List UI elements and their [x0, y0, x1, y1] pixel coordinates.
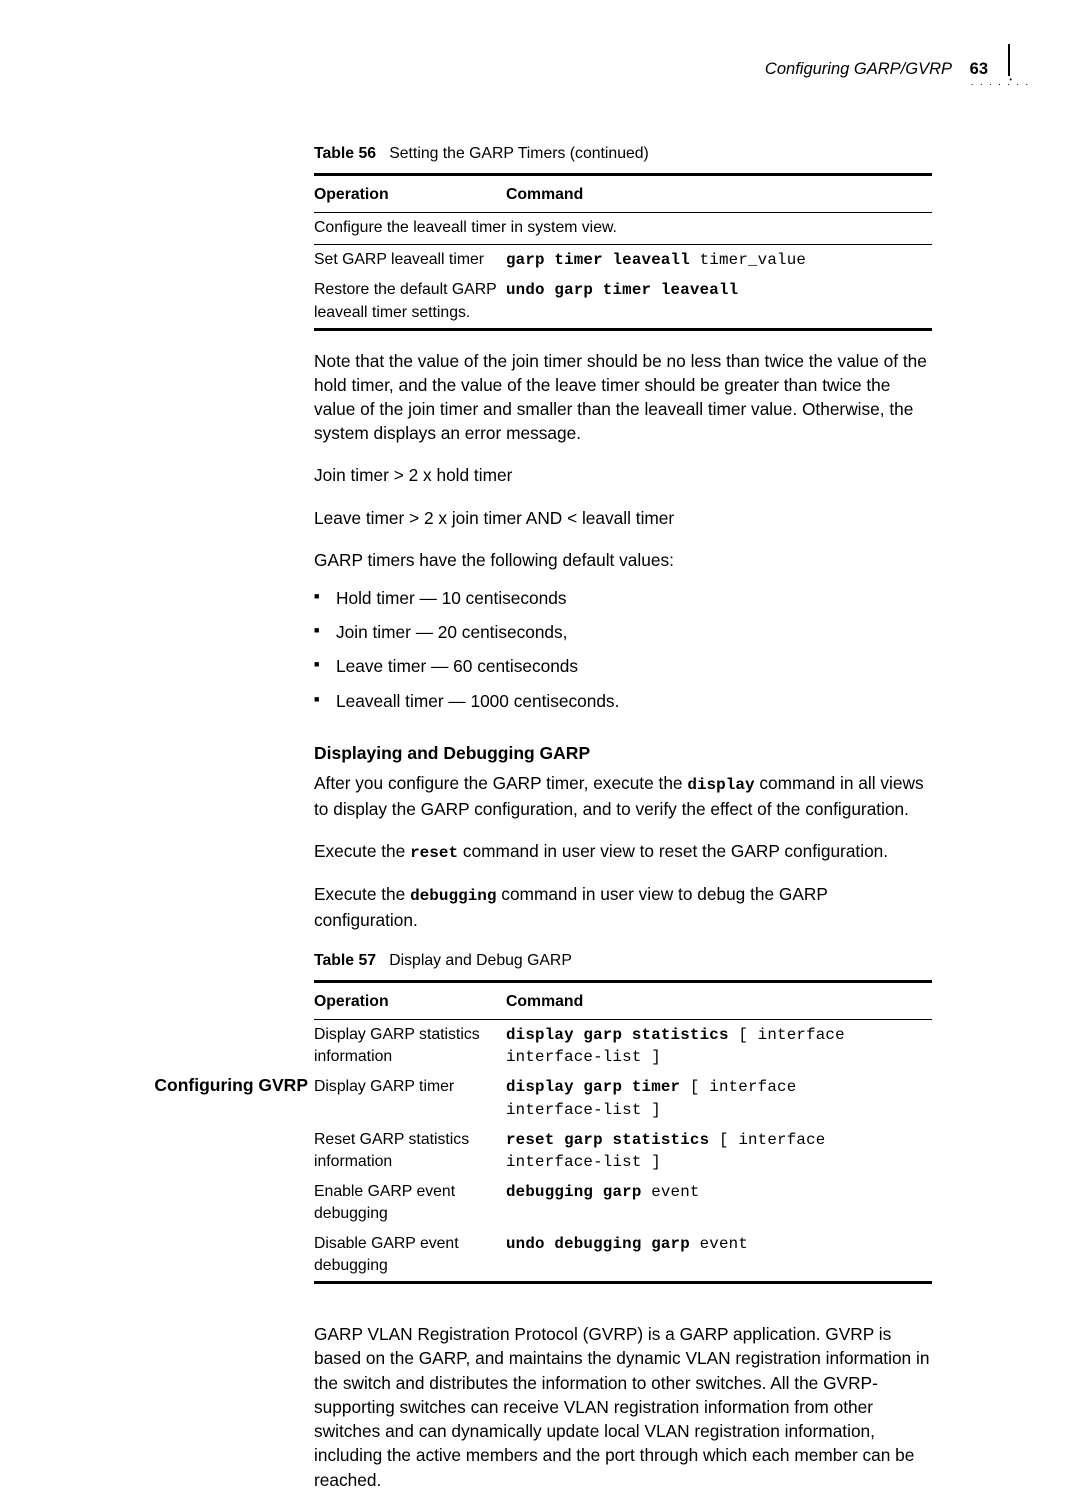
header-section-title: Configuring GARP/GVRP [765, 58, 952, 81]
table57-caption-text: Display and Debug GARP [389, 952, 572, 969]
ddg-p2: Execute the reset command in user view t… [314, 839, 932, 864]
table-row: Display GARP timer display garp timer [ … [314, 1072, 932, 1124]
cmd-bold: undo garp timer leaveall [506, 281, 738, 299]
mono: display [687, 776, 754, 794]
table-row: Restore the default GARP leaveall timer … [314, 275, 932, 329]
text: Execute the [314, 884, 410, 904]
cmd-arg: event [690, 1235, 748, 1253]
cmd-bold: display garp statistics [506, 1026, 729, 1044]
table-row: Disable GARP event debugging undo debugg… [314, 1229, 932, 1283]
table57-label: Table 57 [314, 952, 376, 969]
text: Execute the [314, 841, 410, 861]
cmd-arg: [ interface [709, 1131, 825, 1149]
page-header: Configuring GARP/GVRP 63 • · · · · · · · [0, 58, 1080, 88]
table57: Operation Command Display GARP statistic… [314, 980, 932, 1284]
table56-r1-cmd: garp timer leaveall timer_value [506, 245, 932, 276]
op: Display GARP timer [314, 1072, 506, 1124]
list-item: Hold timer — 10 centiseconds [314, 586, 932, 610]
defaults-list: Hold timer — 10 centiseconds Join timer … [314, 586, 932, 713]
table57-col2: Command [506, 982, 932, 1020]
leave-timer-line: Leave timer > 2 x join timer AND < leava… [314, 506, 932, 530]
join-timer-line: Join timer > 2 x hold timer [314, 463, 932, 487]
cmd-bold: reset garp statistics [506, 1131, 709, 1149]
op: Disable GARP event debugging [314, 1229, 506, 1283]
table56-caption: Table 56 Setting the GARP Timers (contin… [314, 143, 932, 165]
table56-col1: Operation [314, 175, 506, 213]
table-row: Reset GARP statistics information reset … [314, 1125, 932, 1177]
list-item: Leaveall timer — 1000 centiseconds. [314, 689, 932, 713]
table56-section: Configure the leaveall timer in system v… [314, 213, 932, 245]
table56-r2-op: Restore the default GARP leaveall timer … [314, 275, 506, 329]
list-item: Join timer — 20 centiseconds, [314, 620, 932, 644]
cmd: debugging garp event [506, 1177, 932, 1229]
cmd: undo debugging garp event [506, 1229, 932, 1283]
cmd: display garp statistics [ interface inter… [506, 1020, 932, 1073]
cmd-bold: garp timer leaveall [506, 251, 690, 269]
cmd: display garp timer [ interface interface-… [506, 1072, 932, 1124]
text: After you configure the GARP timer, exec… [314, 773, 687, 793]
cmd-arg: [ interface [680, 1078, 796, 1096]
table56-r2-cmd: undo garp timer leaveall [506, 275, 932, 329]
cmd: reset garp statistics [ interface interfa… [506, 1125, 932, 1177]
text: command in user view to reset the GARP c… [458, 841, 888, 861]
cmd-arg: timer_value [690, 251, 806, 269]
cmd-arg: event [642, 1183, 700, 1201]
op: Display GARP statistics information [314, 1020, 506, 1073]
cmd-bold: undo debugging garp [506, 1235, 690, 1253]
cmd-arg: interface-list ] [506, 1101, 661, 1119]
table56: Operation Command Configure the leaveall… [314, 173, 932, 331]
cmd-arg: interface-list ] [506, 1153, 661, 1171]
gvrp-para: GARP VLAN Registration Protocol (GVRP) i… [314, 1322, 932, 1491]
mono: reset [410, 844, 458, 862]
table56-r1-op: Set GARP leaveall timer [314, 245, 506, 276]
table56-col2: Command [506, 175, 932, 213]
table-row: Set GARP leaveall timer garp timer leave… [314, 245, 932, 276]
table57-caption: Table 57 Display and Debug GARP [314, 950, 932, 972]
op: Enable GARP event debugging [314, 1177, 506, 1229]
header-rule [1008, 44, 1010, 76]
defaults-intro: GARP timers have the following default v… [314, 548, 932, 572]
table56-section-row: Configure the leaveall timer in system v… [314, 213, 932, 245]
table56-label: Table 56 [314, 145, 376, 162]
gvrp-section-label: Configuring GVRP [48, 1073, 308, 1098]
table56-caption-text: Setting the GARP Timers (continued) [389, 145, 649, 162]
ddg-p3: Execute the debugging command in user vi… [314, 882, 932, 932]
cmd-bold: debugging garp [506, 1183, 642, 1201]
cmd-arg: interface-list ] [506, 1048, 661, 1066]
list-item: Leave timer — 60 centiseconds [314, 654, 932, 678]
op: Reset GARP statistics information [314, 1125, 506, 1177]
ddg-p1: After you configure the GARP timer, exec… [314, 771, 932, 821]
cmd-bold: display garp timer [506, 1078, 680, 1096]
note-para: Note that the value of the join timer sh… [314, 349, 932, 446]
cmd-arg: [ interface [729, 1026, 845, 1044]
mono: debugging [410, 887, 496, 905]
table-row: Enable GARP event debugging debugging ga… [314, 1177, 932, 1229]
ddg-title: Displaying and Debugging GARP [314, 741, 932, 766]
header-dots: · · · · · · · [971, 78, 1030, 92]
table-row: Display GARP statistics information disp… [314, 1020, 932, 1073]
table57-col1: Operation [314, 982, 506, 1020]
